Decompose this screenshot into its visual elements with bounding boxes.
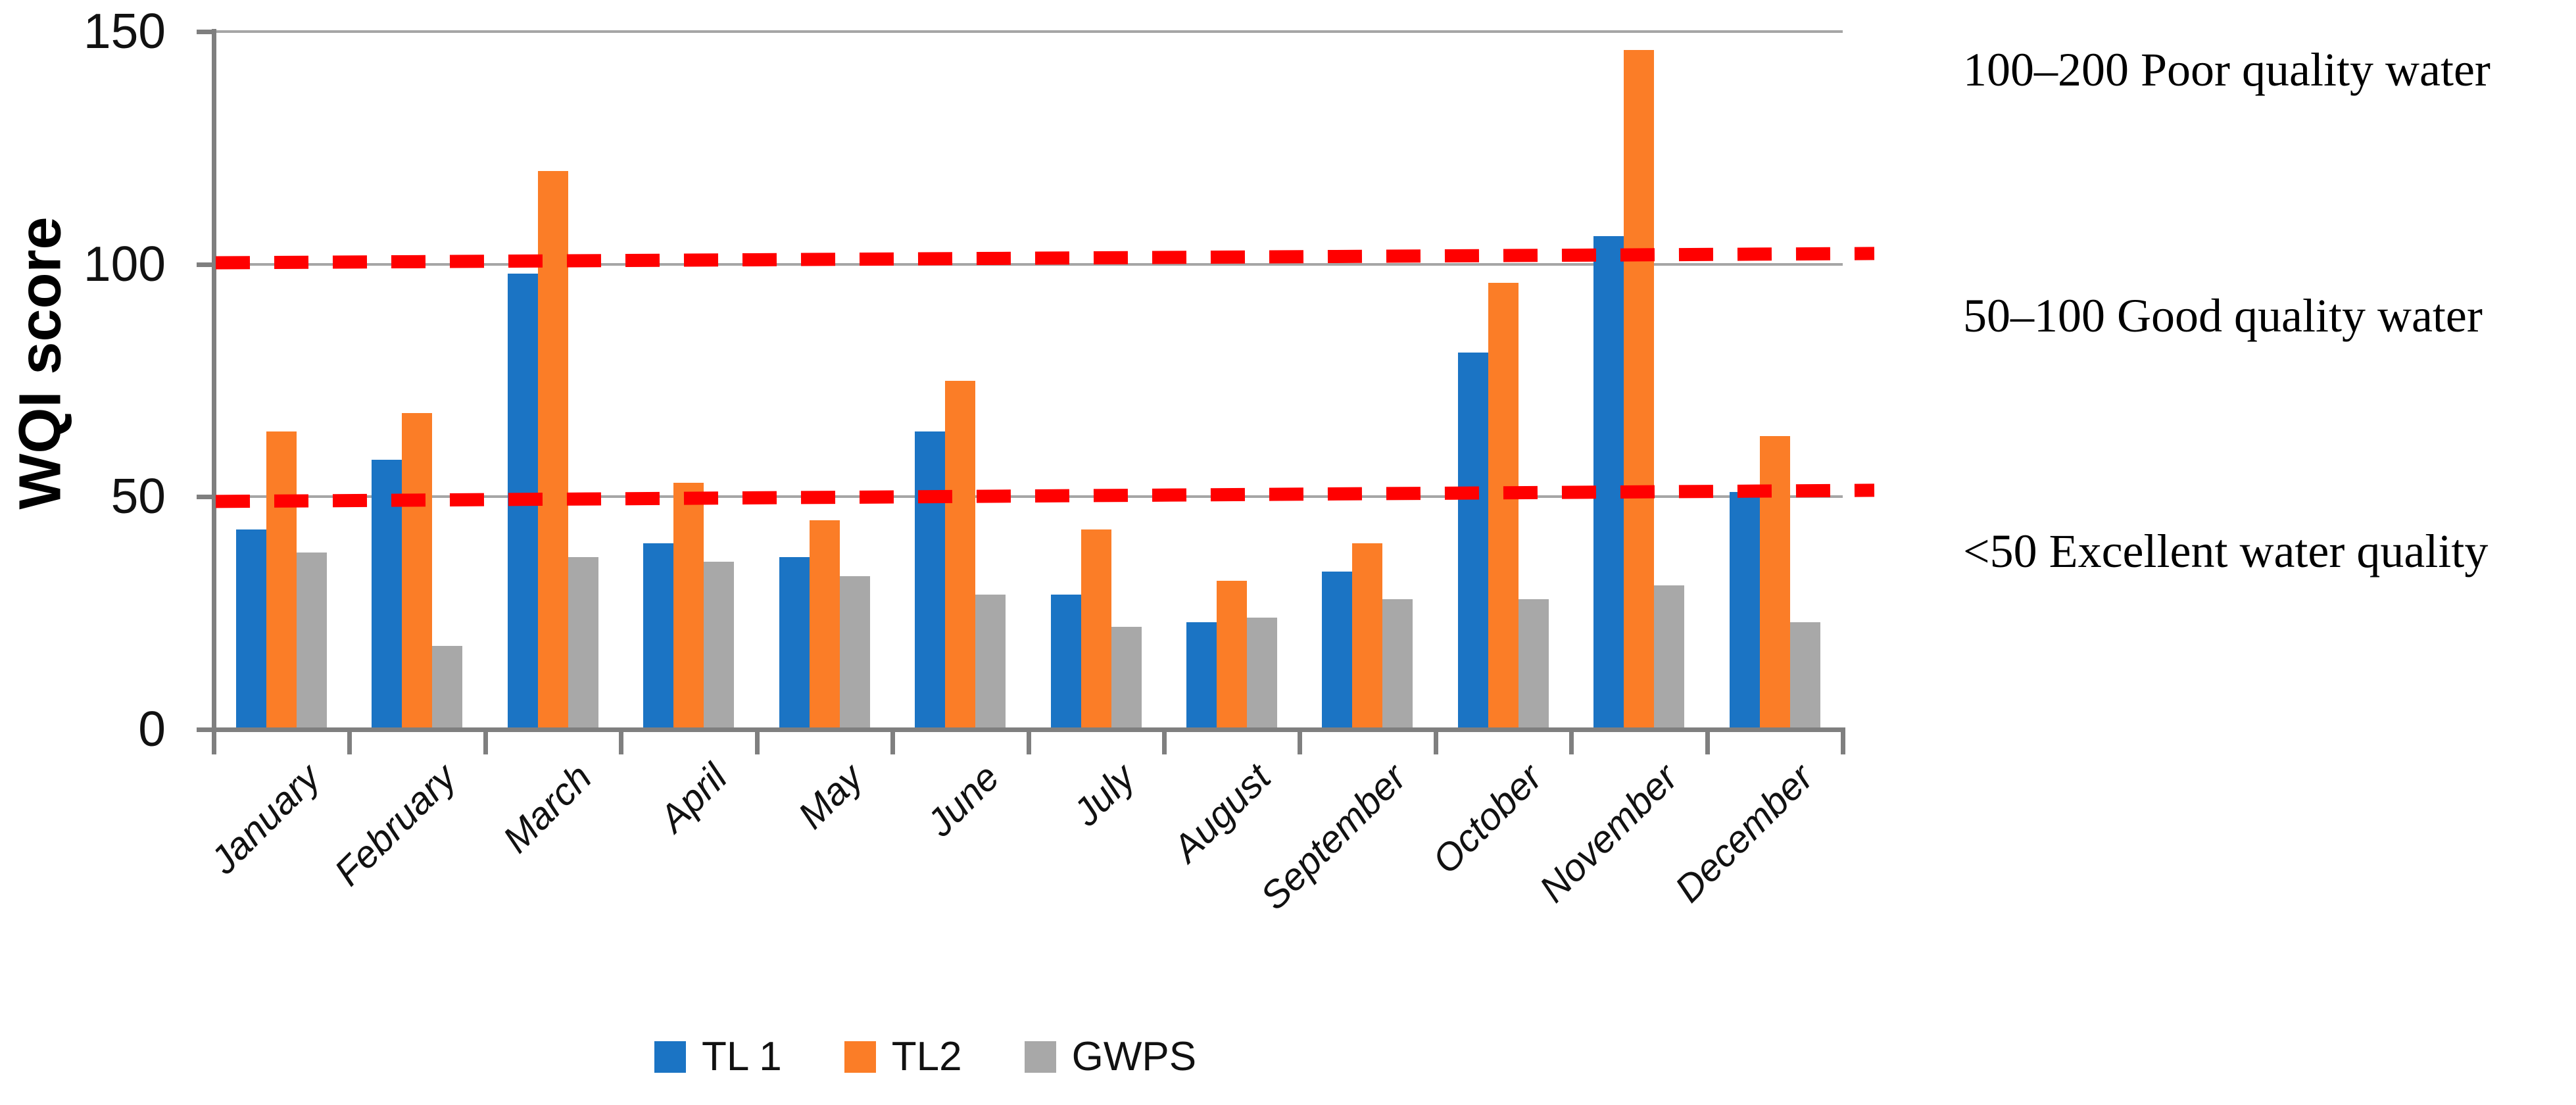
x-tick-0: [212, 729, 216, 754]
legend-swatch-gwps: [1024, 1041, 1056, 1073]
x-axis: [197, 727, 1845, 732]
bar-tl2-june: [945, 380, 976, 729]
legend-item-tl2: TL2: [844, 1037, 962, 1077]
bar-tl1-october: [1457, 353, 1488, 729]
bar-tl2-february: [402, 413, 433, 729]
annotation-excellent-quality: <50 Excellent water quality: [1963, 525, 2489, 577]
x-tick-1: [347, 729, 352, 754]
bar-gwps-may: [839, 576, 870, 729]
y-axis: [212, 29, 216, 733]
bar-tl2-april: [673, 483, 704, 729]
annotation-good-quality: 50–100 Good quality water: [1963, 289, 2483, 342]
bar-tl2-july: [1081, 529, 1111, 729]
upper-threshold-line: [215, 247, 1875, 270]
x-tick-7: [1161, 729, 1167, 754]
chart-legend: TL 1 TL2 GWPS: [654, 1037, 1196, 1077]
bar-gwps-october: [1518, 599, 1549, 729]
bar-tl2-august: [1216, 580, 1247, 729]
bar-tl1-april: [643, 543, 674, 729]
bar-gwps-march: [568, 557, 598, 729]
bar-tl1-december: [1729, 492, 1760, 729]
y-tick-label-0: 0: [138, 701, 166, 756]
x-tick-9: [1433, 729, 1438, 754]
bar-tl1-may: [779, 557, 810, 729]
legend-item-gwps: GWPS: [1024, 1034, 1197, 1079]
bar-gwps-april: [704, 562, 735, 729]
x-tick-12: [1841, 729, 1845, 754]
bar-tl1-august: [1186, 622, 1217, 729]
bar-tl1-june: [915, 431, 946, 729]
y-tick-0: [197, 727, 214, 732]
bar-gwps-september: [1382, 599, 1413, 729]
bar-tl2-may: [809, 520, 840, 729]
legend-swatch-tl2: [844, 1041, 876, 1073]
bar-gwps-november: [1654, 585, 1685, 729]
bar-gwps-december: [1789, 622, 1820, 729]
bar-tl1-july: [1050, 594, 1081, 729]
annotation-poor-quality: 100–200 Poor quality water: [1963, 43, 2491, 96]
y-tick-label-50: 50: [110, 468, 166, 524]
bar-tl2-march: [537, 171, 568, 729]
y-tick-50: [197, 495, 214, 500]
bar-gwps-august: [1246, 618, 1277, 729]
legend-item-tl1: TL 1: [654, 1037, 782, 1077]
bar-tl1-january: [236, 529, 266, 729]
bar-tl2-september: [1352, 543, 1383, 729]
x-tick-4: [754, 729, 760, 754]
bar-gwps-june: [975, 594, 1006, 729]
y-tick-100: [197, 262, 214, 267]
gridline-100: [214, 262, 1843, 266]
gridline-50: [214, 495, 1843, 499]
legend-label-gwps: GWPS: [1071, 1034, 1197, 1079]
x-tick-11: [1705, 729, 1710, 754]
y-tick-label-150: 150: [83, 3, 166, 59]
legend-swatch-tl1: [654, 1041, 686, 1073]
y-tick-150: [197, 30, 214, 34]
bar-gwps-july: [1111, 627, 1142, 729]
x-tick-8: [1298, 729, 1303, 754]
bar-tl2-october: [1488, 282, 1519, 729]
legend-label-tl1: TL 1: [702, 1034, 782, 1079]
bar-tl2-january: [266, 431, 297, 729]
x-tick-6: [1026, 729, 1031, 754]
legend-label-tl2: TL2: [891, 1034, 962, 1079]
bar-tl1-november: [1593, 236, 1624, 729]
bar-gwps-february: [432, 645, 463, 729]
bar-tl2-november: [1624, 50, 1655, 729]
gridline-150: [214, 30, 1843, 33]
x-tick-5: [890, 729, 896, 754]
bar-gwps-january: [297, 552, 327, 729]
lower-threshold-line: [215, 483, 1875, 508]
x-tick-2: [483, 729, 488, 754]
x-tick-10: [1569, 729, 1574, 754]
x-tick-3: [619, 729, 624, 754]
bar-tl1-september: [1322, 571, 1353, 729]
y-tick-label-100: 100: [83, 235, 166, 291]
